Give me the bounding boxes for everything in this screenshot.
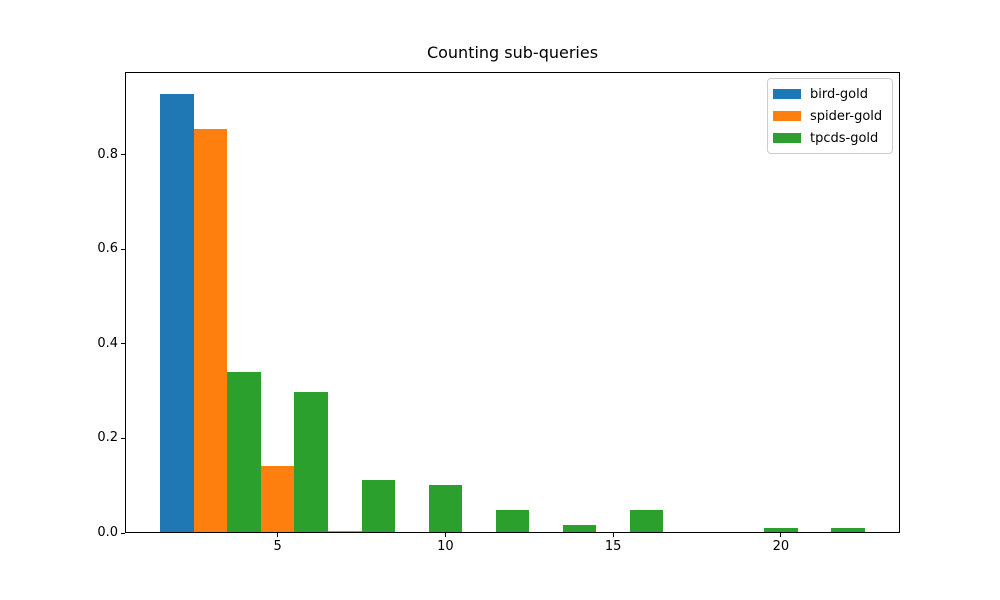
bar-tpcds-gold-x4 <box>227 371 261 533</box>
x-tick-label-20: 20 <box>772 539 790 554</box>
legend: bird-gold spider-gold tpcds-gold <box>767 78 893 154</box>
legend-swatch-bird-gold-icon <box>773 89 801 99</box>
legend-item-spider-gold: spider-gold <box>773 105 886 127</box>
y-tick-mark-0.2 <box>121 437 125 439</box>
x-tick-label-5: 5 <box>273 539 282 554</box>
legend-label-bird-gold: bird-gold <box>810 86 868 102</box>
y-tick-mark-0.8 <box>121 154 125 155</box>
bar-tpcds-gold-x22 <box>831 528 865 533</box>
x-tick-mark-5 <box>277 533 279 537</box>
bar-tpcds-gold-x16 <box>629 509 664 533</box>
bar-bird-gold-x2 <box>160 94 194 533</box>
y-tick-label-0.0: 0.0 <box>97 525 118 540</box>
bar-tpcds-gold-x14 <box>562 524 597 533</box>
y-tick-label-0.8: 0.8 <box>97 146 118 162</box>
x-tick-mark-10 <box>444 533 446 537</box>
x-tick-label-15: 15 <box>604 539 622 554</box>
bar-tpcds-gold-x8 <box>361 480 395 533</box>
y-tick-mark-0.6 <box>121 248 125 250</box>
x-tick-label-10: 10 <box>437 539 454 554</box>
bar-tpcds-gold-x6 <box>294 391 328 533</box>
x-tick-mark-20 <box>780 533 782 537</box>
legend-label-tpcds-gold: tpcds-gold <box>810 130 879 146</box>
legend-label-spider-gold: spider-gold <box>810 108 883 124</box>
y-tick-mark-0.4 <box>121 343 125 345</box>
legend-item-bird-gold: bird-gold <box>773 83 886 105</box>
bar-spider-gold-x5 <box>260 466 295 533</box>
bar-tpcds-gold-x10 <box>428 484 463 533</box>
bar-tpcds-gold-x20 <box>764 528 798 533</box>
bar-spider-gold-x7 <box>328 531 362 533</box>
bar-tpcds-gold-x12 <box>495 509 530 533</box>
y-tick-mark-0.0 <box>121 532 125 534</box>
bar-spider-gold-x3 <box>193 128 228 533</box>
legend-item-tpcds-gold: tpcds-gold <box>773 127 886 149</box>
legend-swatch-spider-gold-icon <box>773 111 801 121</box>
chart-title: Counting sub-queries <box>426 43 599 62</box>
y-tick-label-0.2: 0.2 <box>97 430 118 446</box>
legend-swatch-tpcds-gold-icon <box>773 133 801 143</box>
y-tick-label-0.6: 0.6 <box>97 241 118 257</box>
y-tick-label-0.4: 0.4 <box>97 335 118 351</box>
x-tick-mark-15 <box>612 533 614 537</box>
